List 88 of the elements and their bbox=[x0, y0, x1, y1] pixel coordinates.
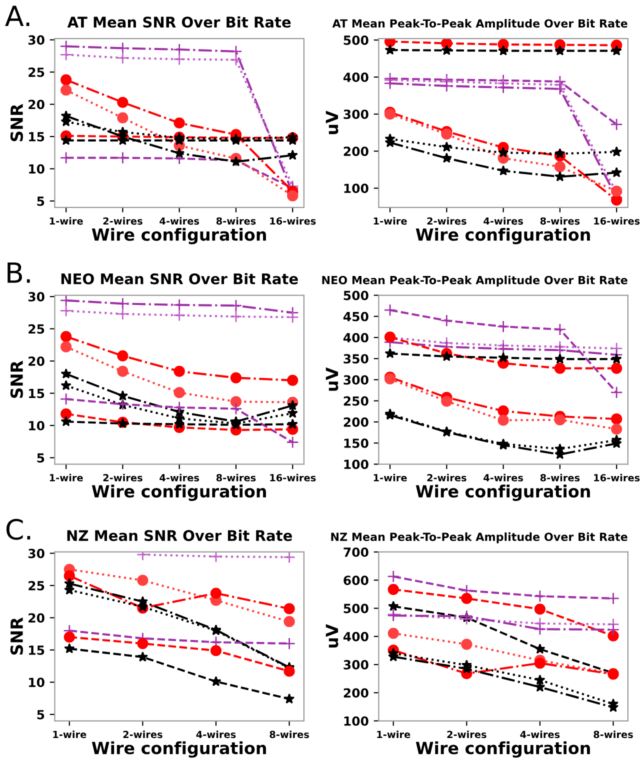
y-axis-title: SNR bbox=[10, 360, 24, 398]
x-axis-title: Wire configuration bbox=[92, 228, 266, 244]
y-axis-title: uV bbox=[326, 624, 338, 648]
y-tick-label: 25 bbox=[28, 324, 44, 334]
chart-title: NZ Mean Peak-To-Peak Amplitude Over Bit Rate bbox=[331, 532, 628, 544]
y-tick-label: 450 bbox=[343, 312, 368, 322]
y-tick-label: 15 bbox=[29, 132, 44, 142]
x-tick-label: 4-wires bbox=[160, 474, 200, 482]
x-tick-label: 8-wires bbox=[216, 217, 256, 225]
y-tick-label: 300 bbox=[344, 110, 368, 120]
x-tick-label: 1-wire bbox=[50, 217, 83, 225]
y-tick-label: 5 bbox=[37, 453, 44, 463]
y-axis-title: uV bbox=[326, 367, 338, 391]
y-axis-title: SNR bbox=[10, 617, 24, 655]
x-tick-label: 4-wires bbox=[196, 730, 236, 738]
y-tick-label: 10 bbox=[29, 164, 44, 174]
y-tick-label: 15 bbox=[29, 388, 44, 398]
x-tick-label: 8-wires bbox=[270, 730, 309, 738]
x-tick-label: 8-wires bbox=[540, 474, 580, 482]
y-tick-label: 20 bbox=[28, 356, 44, 366]
x-tick-label: 2-wires bbox=[123, 730, 162, 738]
y-tick-label: 100 bbox=[344, 460, 368, 470]
y-tick-label: 350 bbox=[344, 354, 368, 364]
y-tick-label: 20 bbox=[28, 613, 44, 623]
x-tick-label: 4-wires bbox=[484, 217, 523, 225]
y-tick-label: 250 bbox=[344, 396, 368, 406]
y-tick-label: 400 bbox=[343, 72, 368, 82]
text: C. bbox=[6, 518, 30, 540]
x-tick-label: 16-wires bbox=[594, 474, 640, 482]
chart-title: AT Mean SNR Over Bit Rate bbox=[67, 16, 291, 28]
x-tick-label: 8-wires bbox=[216, 474, 256, 482]
x-tick-label: 4-wires bbox=[484, 474, 523, 482]
x-tick-label: 1-wire bbox=[374, 474, 407, 482]
y-tick-label: 400 bbox=[343, 332, 368, 342]
chart-title: NEO Mean SNR Over Bit Rate bbox=[61, 273, 298, 284]
chart-title: NEO Mean Peak-To-Peak Amplitude Over Bit Rate bbox=[322, 276, 628, 286]
y-tick-label: 25 bbox=[28, 68, 44, 77]
x-tick-label: 16-wires bbox=[270, 217, 316, 225]
chart-title: AT Mean Peak-To-Peak Amplitude Over Bit Rate bbox=[332, 18, 628, 30]
y-axis-title: uV bbox=[326, 110, 338, 134]
y-tick-label: 200 bbox=[344, 417, 368, 427]
chart-title: NZ Mean SNR Over Bit Rate bbox=[67, 530, 292, 542]
y-tick-label: 5 bbox=[37, 196, 44, 206]
x-tick-label: 1-wire bbox=[374, 217, 407, 225]
x-tick-label: 1-wire bbox=[53, 730, 86, 738]
x-tick-label: 1-wire bbox=[377, 730, 410, 738]
y-tick-label: 600 bbox=[344, 576, 368, 586]
y-tick-label: 30 bbox=[28, 548, 44, 558]
y-tick-label: 500 bbox=[344, 36, 368, 45]
x-axis-title: Wire configuration bbox=[92, 484, 266, 501]
x-tick-label: 4-wires bbox=[160, 217, 200, 225]
y-tick-label: 10 bbox=[29, 678, 44, 688]
x-tick-label: 2-wires bbox=[103, 217, 142, 225]
x-axis-title: Wire configuration bbox=[92, 741, 266, 758]
y-tick-label: 300 bbox=[344, 375, 368, 385]
text: A. bbox=[5, 6, 30, 26]
x-tick-label: 2-wires bbox=[427, 217, 466, 225]
x-tick-label: 16-wires bbox=[270, 474, 316, 482]
x-axis-title: Wire configuration bbox=[416, 484, 590, 501]
x-axis-title: Wire configuration bbox=[416, 741, 590, 758]
y-tick-label: 200 bbox=[344, 688, 368, 698]
y-tick-label: 500 bbox=[344, 290, 368, 300]
y-tick-label: 5 bbox=[37, 710, 44, 720]
x-tick-label: 1-wire bbox=[50, 474, 83, 482]
y-tick-label: 200 bbox=[344, 146, 368, 156]
x-tick-label: 2-wires bbox=[103, 474, 142, 482]
y-tick-label: 500 bbox=[344, 604, 368, 614]
y-tick-label: 150 bbox=[344, 438, 368, 448]
x-tick-label: 8-wires bbox=[540, 217, 580, 225]
x-tick-label: 8-wires bbox=[594, 730, 633, 738]
y-tick-label: 300 bbox=[344, 660, 368, 670]
y-tick-label: 20 bbox=[28, 100, 44, 110]
y-axis-title: SNR bbox=[10, 104, 24, 142]
x-axis-title: Wire configuration bbox=[416, 228, 590, 244]
y-tick-label: 100 bbox=[344, 184, 368, 194]
x-tick-label: 2-wires bbox=[447, 730, 486, 738]
x-tick-label: 2-wires bbox=[427, 474, 466, 482]
y-tick-label: 15 bbox=[29, 646, 44, 655]
y-tick-label: 400 bbox=[343, 632, 368, 642]
y-tick-label: 10 bbox=[29, 420, 44, 430]
y-tick-label: 700 bbox=[344, 547, 368, 557]
y-tick-label: 30 bbox=[28, 35, 44, 45]
y-tick-label: 30 bbox=[28, 292, 44, 302]
y-tick-label: 100 bbox=[344, 716, 368, 726]
y-tick-label: 25 bbox=[28, 580, 44, 590]
x-tick-label: 16-wires bbox=[594, 217, 640, 225]
text: B. bbox=[8, 262, 30, 283]
x-tick-label: 4-wires bbox=[520, 730, 560, 738]
